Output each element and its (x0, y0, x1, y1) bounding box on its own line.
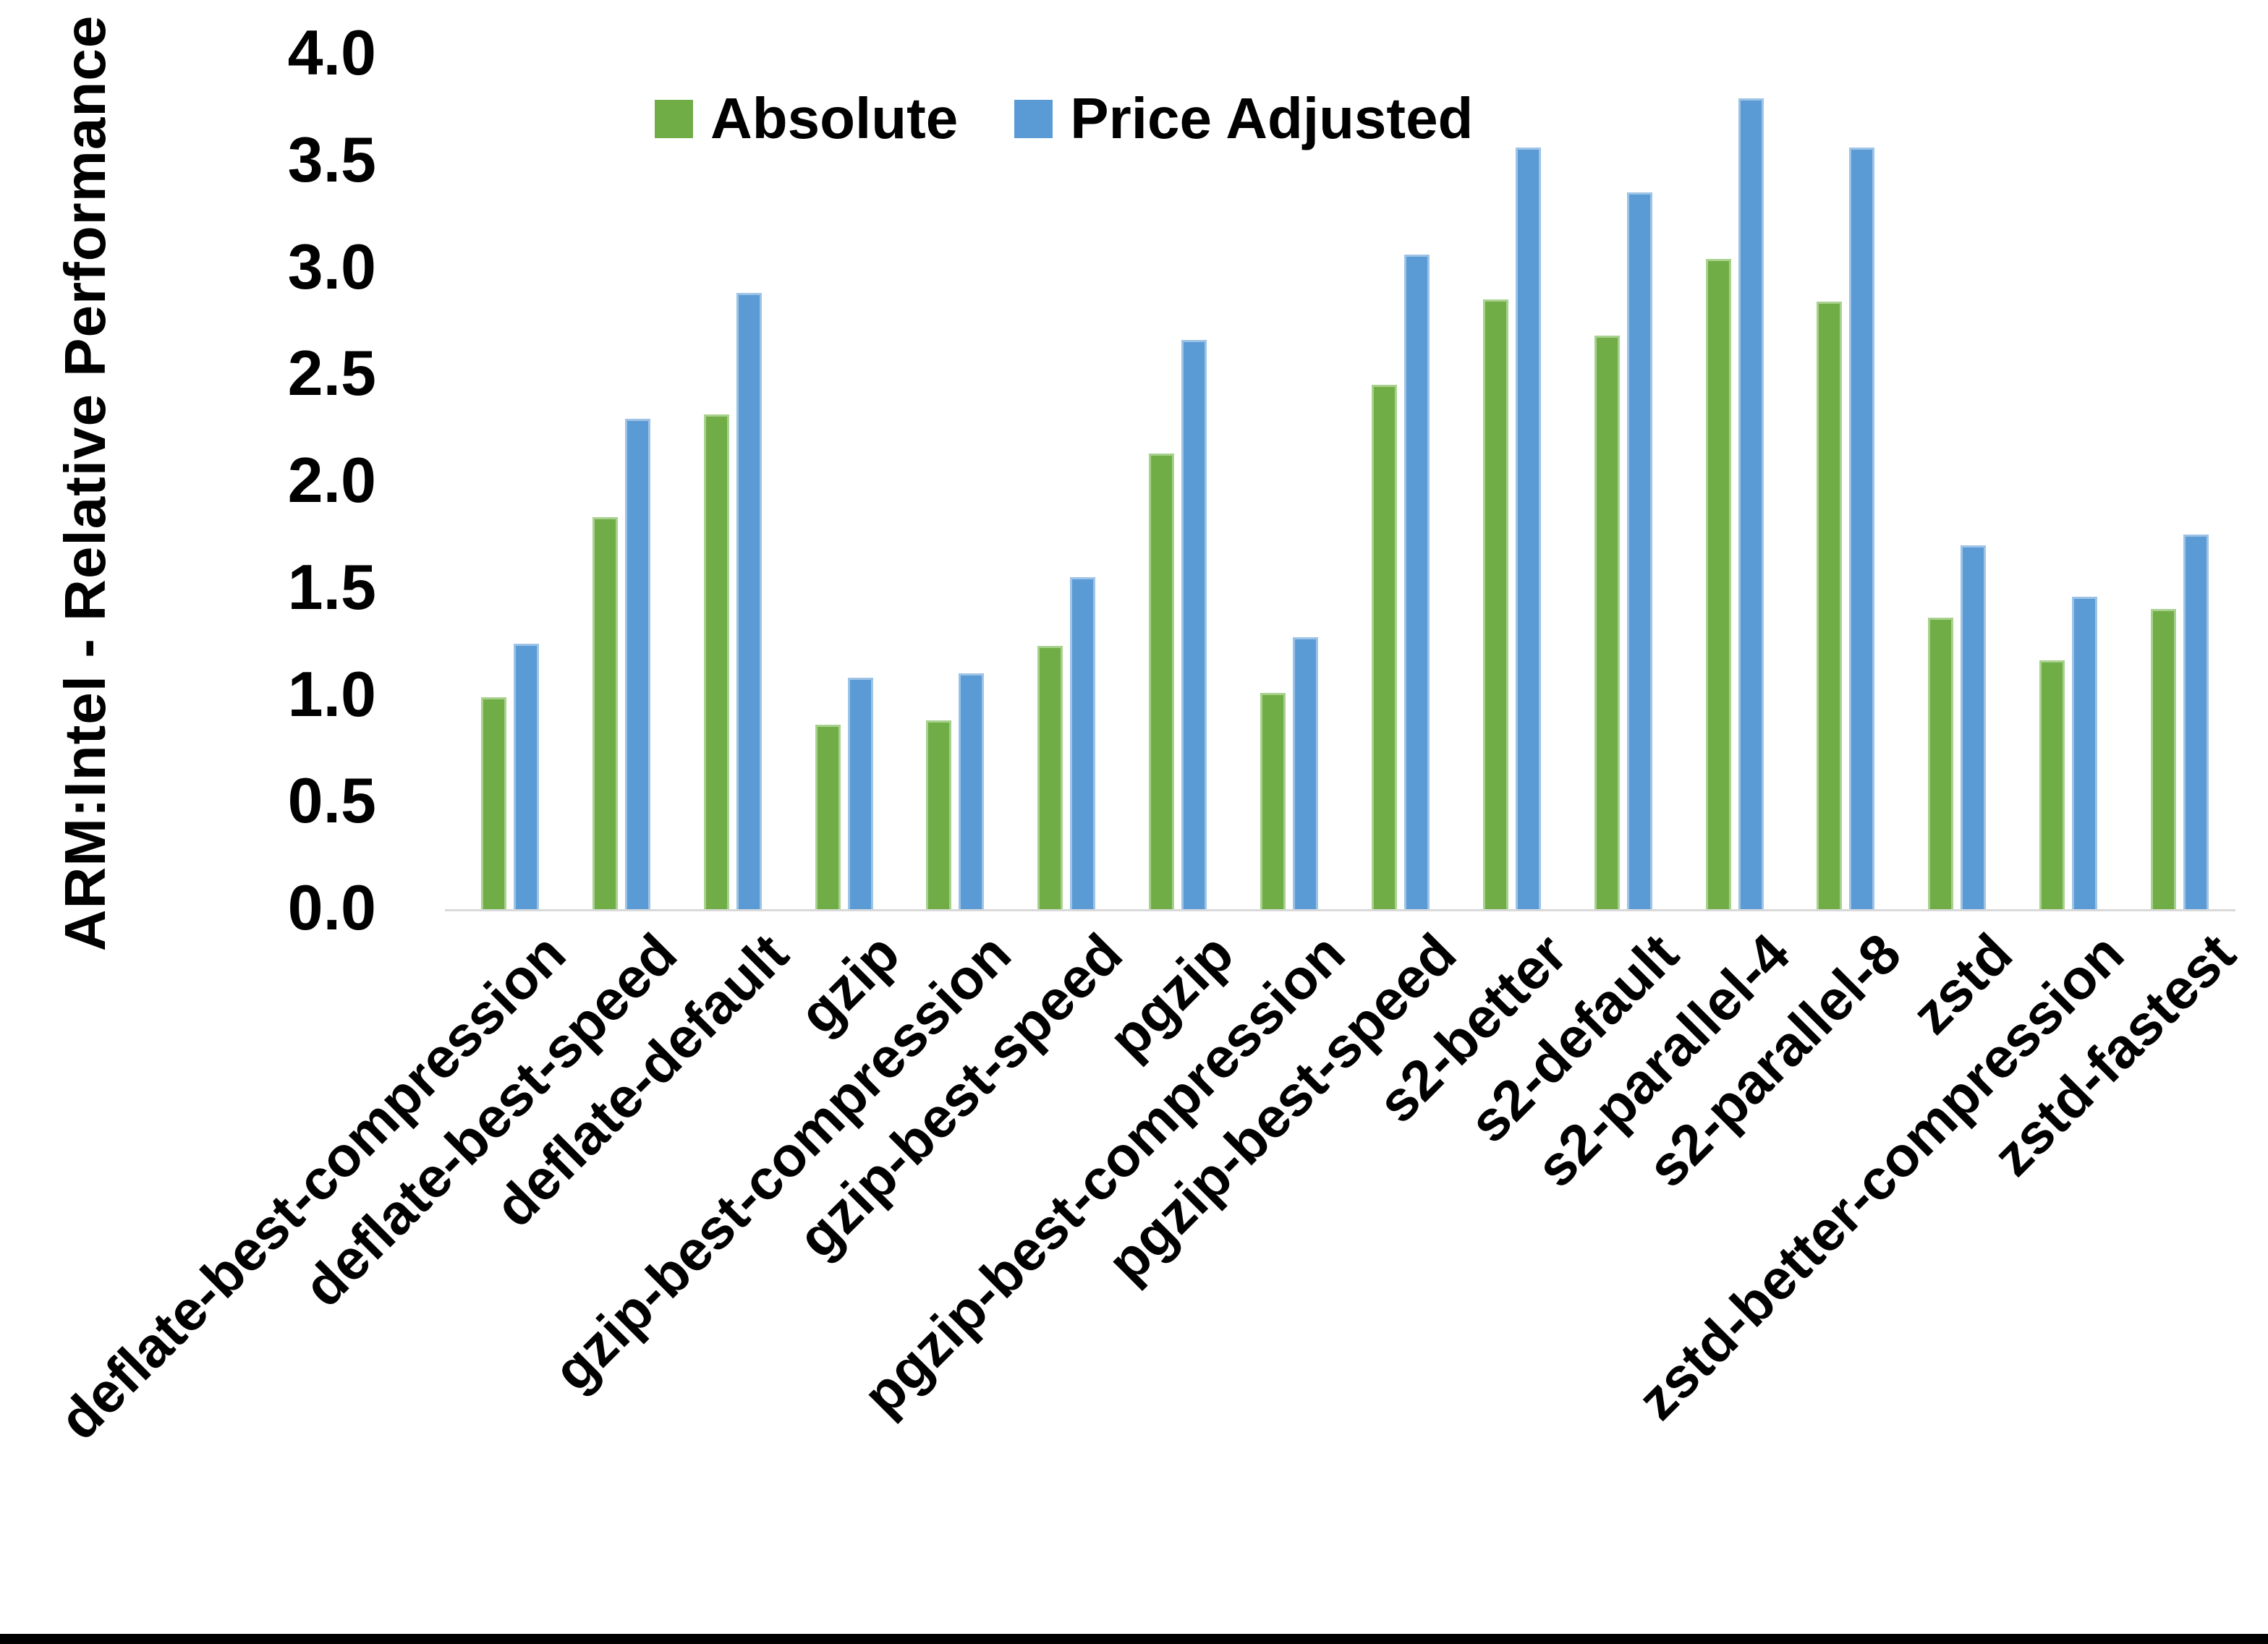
bar-absolute (480, 697, 506, 911)
bar-absolute (1260, 692, 1286, 911)
bar-group (1568, 56, 1679, 911)
bar-price-adjusted (1738, 98, 1764, 911)
bar-group (1901, 56, 2013, 911)
bar-price-adjusted (1626, 192, 1652, 911)
bar-price-adjusted (1403, 254, 1430, 911)
bar-absolute (1371, 385, 1397, 911)
bar-absolute (926, 720, 952, 911)
y-tick-label: 2.5 (287, 337, 376, 409)
bar-price-adjusted (1515, 148, 1541, 911)
bar-absolute (1149, 453, 1175, 911)
bar-absolute (1705, 258, 1731, 911)
bar-group (1122, 56, 1233, 911)
y-tick-label: 2.0 (287, 443, 376, 516)
bar-absolute (1817, 301, 1843, 911)
legend-swatch-price-adjusted (1014, 99, 1053, 138)
y-axis-title: ARM:Intel - Relative Performance (53, 14, 117, 952)
bar-group (789, 56, 900, 911)
bar-price-adjusted (624, 419, 650, 911)
bar-absolute (592, 517, 618, 911)
bar-group (1679, 56, 1791, 911)
legend-swatch-absolute (655, 99, 693, 138)
bar-group (1011, 56, 1122, 911)
x-axis-line (445, 909, 2235, 911)
legend-label-absolute: Absolute (710, 86, 959, 150)
bar-group (2013, 56, 2124, 911)
bar-price-adjusted (2183, 534, 2209, 911)
y-tick-label: 3.0 (287, 230, 376, 302)
bar-price-adjusted (1849, 148, 1875, 911)
bar-absolute (1482, 299, 1508, 911)
bar-price-adjusted (1961, 545, 1987, 911)
y-tick-label: 1.0 (287, 657, 376, 730)
bar-group (1345, 56, 1456, 911)
bar-group (1456, 56, 1568, 911)
bar-group (454, 56, 566, 911)
bar-absolute (1928, 618, 1954, 911)
bar-price-adjusted (1293, 636, 1319, 911)
bar-group (900, 56, 1011, 911)
bar-absolute (1037, 645, 1063, 911)
y-tick-label: 4.0 (287, 16, 376, 88)
bar-absolute (1594, 336, 1620, 911)
y-tick-label: 1.5 (287, 550, 376, 623)
bar-group (1233, 56, 1345, 911)
y-tick-label: 3.5 (287, 123, 376, 195)
bar-price-adjusted (736, 293, 762, 911)
bar-group (1791, 56, 1902, 911)
legend: Absolute Price Adjusted (655, 85, 1473, 152)
y-tick-label: 0.0 (287, 871, 376, 943)
bar-absolute (2151, 609, 2177, 911)
bar-absolute (703, 414, 729, 911)
bar-price-adjusted (1181, 340, 1207, 911)
bar-absolute (815, 724, 841, 911)
legend-label-price-adjusted: Price Adjusted (1070, 86, 1474, 150)
bar-group (677, 56, 789, 911)
image-bottom-border (0, 1634, 2268, 1644)
y-tick-label: 0.5 (287, 764, 376, 837)
bar-price-adjusted (1070, 577, 1096, 911)
bar-price-adjusted (847, 677, 873, 911)
bar-group (2124, 56, 2235, 911)
bar-group (566, 56, 677, 911)
bar-absolute (2039, 660, 2065, 911)
bar-price-adjusted (959, 673, 985, 911)
bar-price-adjusted (513, 643, 539, 911)
bar-price-adjusted (2072, 596, 2098, 911)
